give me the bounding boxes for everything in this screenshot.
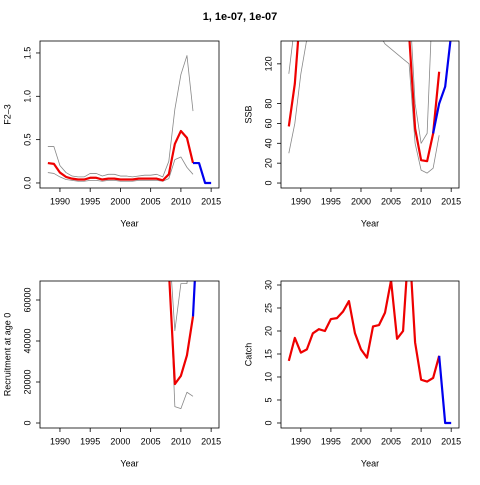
y-tick-label: 40 <box>263 138 273 148</box>
x-tick-label: 2005 <box>381 436 401 446</box>
series-line <box>47 129 195 182</box>
plot-frame <box>280 280 460 429</box>
series-line <box>47 156 194 182</box>
x-tick-label: 2010 <box>411 436 431 446</box>
y-tick-label: 1.0 <box>22 90 32 103</box>
x-tick-label: 2015 <box>201 196 221 206</box>
y-tick-label: 60 <box>263 118 273 128</box>
x-tick-label: 2015 <box>201 436 221 446</box>
x-tick-label: 2000 <box>351 196 371 206</box>
x-tick-label: 2000 <box>110 436 130 446</box>
series-line <box>193 161 212 185</box>
x-tick-label: 1995 <box>80 436 100 446</box>
panel: 1990 1995 2000 2005 2010 2015 0.0 0.5 1.0 1.5 Year… <box>2 40 221 228</box>
x-tick-label: 2015 <box>441 436 461 446</box>
y-axis-label: Recruitment at age 0 <box>2 313 12 397</box>
y-tick-label: 0.0 <box>22 177 32 190</box>
y-tick-label: 5 <box>263 397 273 402</box>
series-line <box>432 41 452 134</box>
x-tick-label: 1995 <box>321 196 341 206</box>
x-tick-label: 2000 <box>351 436 371 446</box>
plot-frame <box>280 40 460 189</box>
x-tick-label: 1995 <box>80 196 100 206</box>
x-axis-label: Year <box>361 458 379 468</box>
x-tick-label: 1990 <box>291 436 311 446</box>
y-tick-label: 1.5 <box>22 47 32 60</box>
figure-title: 1, 1e-07, 1e-07 <box>203 11 278 23</box>
x-tick-label: 2010 <box>171 196 191 206</box>
series-line <box>287 281 441 383</box>
plot-frame <box>39 280 220 429</box>
x-axis-label: Year <box>120 458 138 468</box>
x-tick-label: 2005 <box>141 196 161 206</box>
y-tick-label: 30 <box>263 280 273 290</box>
y-tick-label: 80 <box>263 99 273 109</box>
y-tick-label: 120 <box>263 56 273 71</box>
x-axis-label: Year <box>361 218 379 228</box>
series-line <box>438 355 452 425</box>
x-tick-label: 2015 <box>441 196 461 206</box>
y-axis-label: SSB <box>243 105 253 123</box>
series-line <box>288 41 440 174</box>
x-tick-label: 2010 <box>411 196 431 206</box>
y-tick-label: 0 <box>263 181 273 186</box>
y-tick-label: 10 <box>263 372 273 382</box>
plot-frame <box>39 40 220 189</box>
y-axis-label: F2–3 <box>2 104 12 125</box>
y-tick-label: 15 <box>263 349 273 359</box>
y-tick-label: 20 <box>263 158 273 168</box>
y-tick-label: 20 <box>263 326 273 336</box>
y-tick-label: 60000 <box>22 287 32 312</box>
y-tick-label: 20000 <box>22 369 32 394</box>
series-line <box>287 41 441 163</box>
y-tick-label: 25 <box>263 303 273 313</box>
x-tick-label: 2005 <box>381 196 401 206</box>
y-axis-label: Catch <box>243 343 253 367</box>
panel: 1990 1995 2000 2005 2010 2015 0 20000 40000 60000… <box>2 280 221 468</box>
y-tick-label: 0 <box>22 420 32 425</box>
series-line <box>47 55 194 178</box>
panel: 1990 1995 2000 2005 2010 2015 0 5 10 15 20 25 30 Year… <box>243 280 461 468</box>
x-tick-label: 2010 <box>171 436 191 446</box>
x-tick-label: 1995 <box>321 436 341 446</box>
y-tick-label: 40000 <box>22 328 32 353</box>
x-tick-label: 1990 <box>291 196 311 206</box>
x-tick-label: 2005 <box>141 436 161 446</box>
x-tick-label: 1990 <box>50 196 70 206</box>
y-tick-label: 0.5 <box>22 133 32 146</box>
y-tick-label: 0 <box>263 420 273 425</box>
x-tick-label: 1990 <box>50 436 70 446</box>
x-axis-label: Year <box>120 218 138 228</box>
x-tick-label: 2000 <box>110 196 130 206</box>
panel: 1990 1995 2000 2005 2010 2015 0 20 40 60 80 120 Year… <box>243 40 461 228</box>
